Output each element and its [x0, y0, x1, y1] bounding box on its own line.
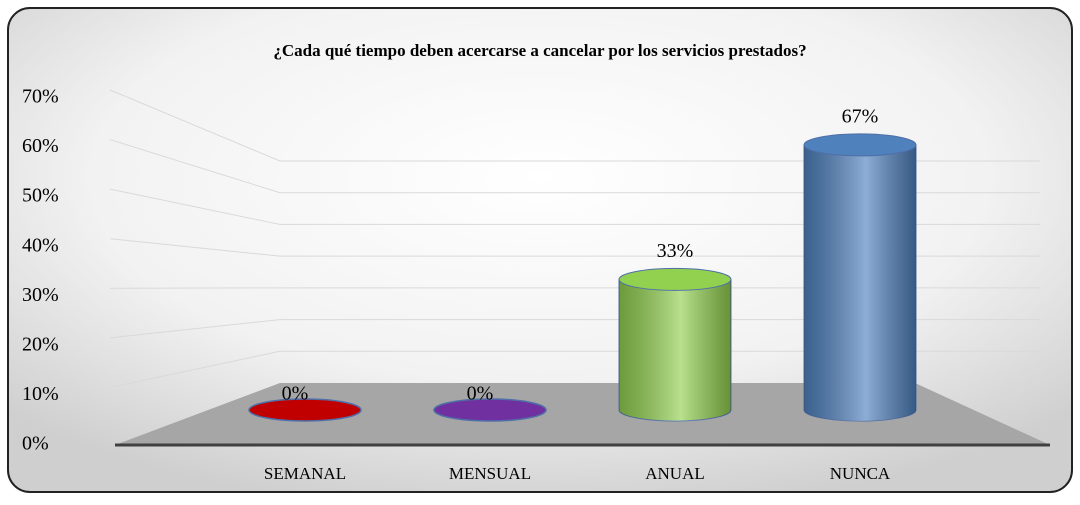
data-label: 67%	[842, 105, 879, 127]
data-label: 0%	[467, 383, 494, 405]
x-tick-label: MENSUAL	[449, 464, 531, 483]
x-tick-label: SEMANAL	[264, 464, 346, 483]
bar-top	[804, 134, 916, 156]
y-tick-label: 30%	[22, 284, 59, 306]
bar-shine	[619, 279, 731, 421]
y-tick-label: 70%	[22, 86, 59, 108]
y-tick-label: 60%	[22, 135, 59, 157]
data-label: 0%	[282, 383, 309, 405]
data-label: 33%	[657, 240, 694, 262]
y-tick-label: 20%	[22, 333, 59, 355]
chart-title: ¿Cada qué tiempo deben acercarse a cance…	[273, 41, 806, 60]
y-tick-label: 40%	[22, 234, 59, 256]
bar-shine	[804, 145, 916, 421]
x-tick-label: NUNCA	[830, 464, 891, 483]
y-tick-label: 0%	[22, 433, 49, 455]
y-tick-label: 50%	[22, 185, 59, 207]
x-tick-label: ANUAL	[645, 464, 705, 483]
y-tick-label: 10%	[22, 383, 59, 405]
bar-top	[619, 268, 731, 290]
